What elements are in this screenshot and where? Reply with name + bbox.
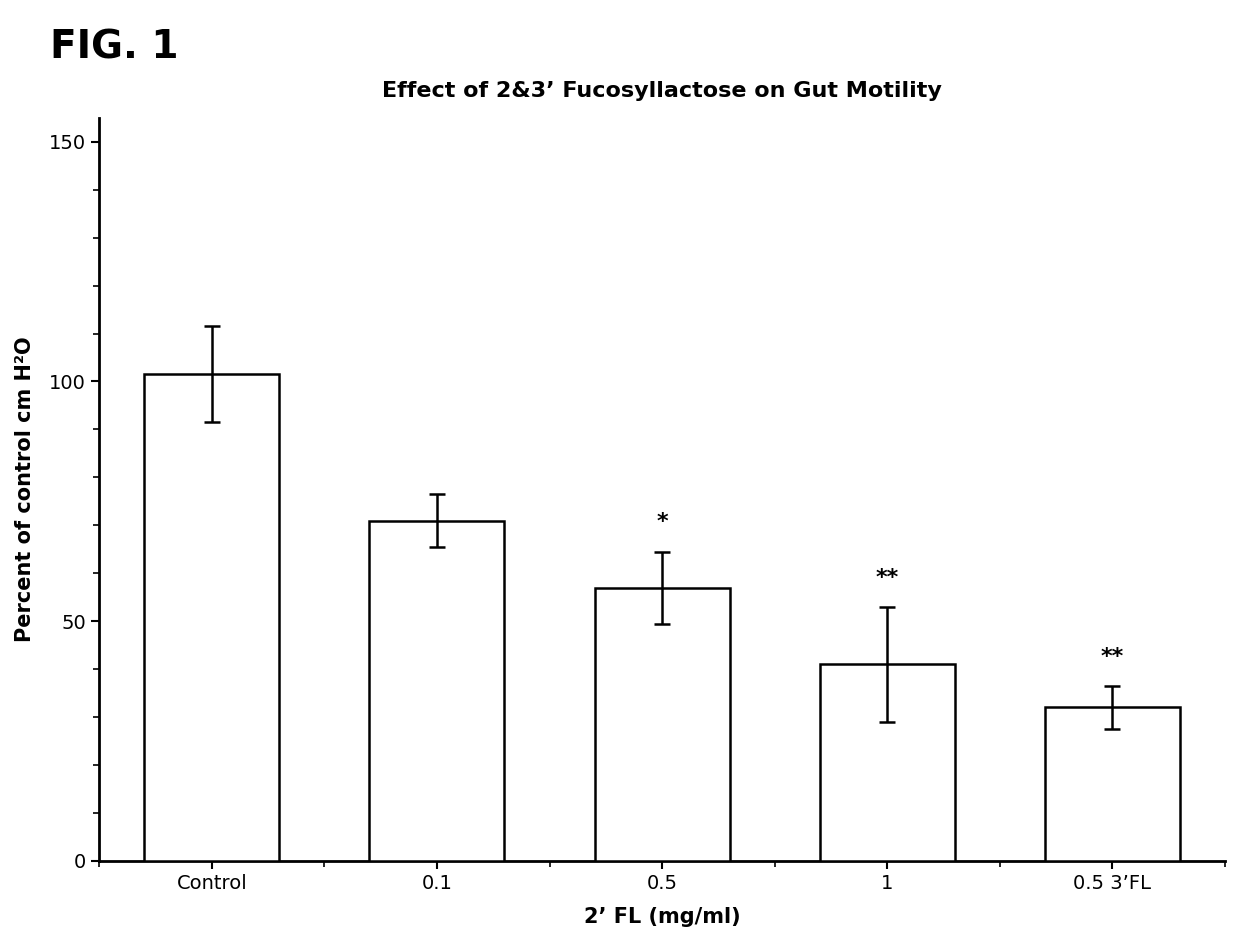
Text: FIG. 1: FIG. 1 xyxy=(50,28,179,66)
Bar xyxy=(1045,707,1180,861)
Bar xyxy=(820,664,955,861)
Y-axis label: Percent of control cm H²O: Percent of control cm H²O xyxy=(15,336,35,642)
Bar xyxy=(370,521,505,861)
Bar xyxy=(144,374,279,861)
Text: **: ** xyxy=(875,568,899,588)
Text: *: * xyxy=(656,512,668,532)
Bar xyxy=(594,588,729,861)
Title: Effect of 2&3’ Fucosyllactose on Gut Motility: Effect of 2&3’ Fucosyllactose on Gut Mot… xyxy=(382,81,942,101)
X-axis label: 2’ FL (mg/ml): 2’ FL (mg/ml) xyxy=(584,907,740,927)
Text: **: ** xyxy=(1101,647,1123,667)
